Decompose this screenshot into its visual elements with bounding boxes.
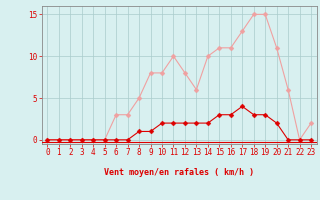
- X-axis label: Vent moyen/en rafales ( km/h ): Vent moyen/en rafales ( km/h ): [104, 168, 254, 177]
